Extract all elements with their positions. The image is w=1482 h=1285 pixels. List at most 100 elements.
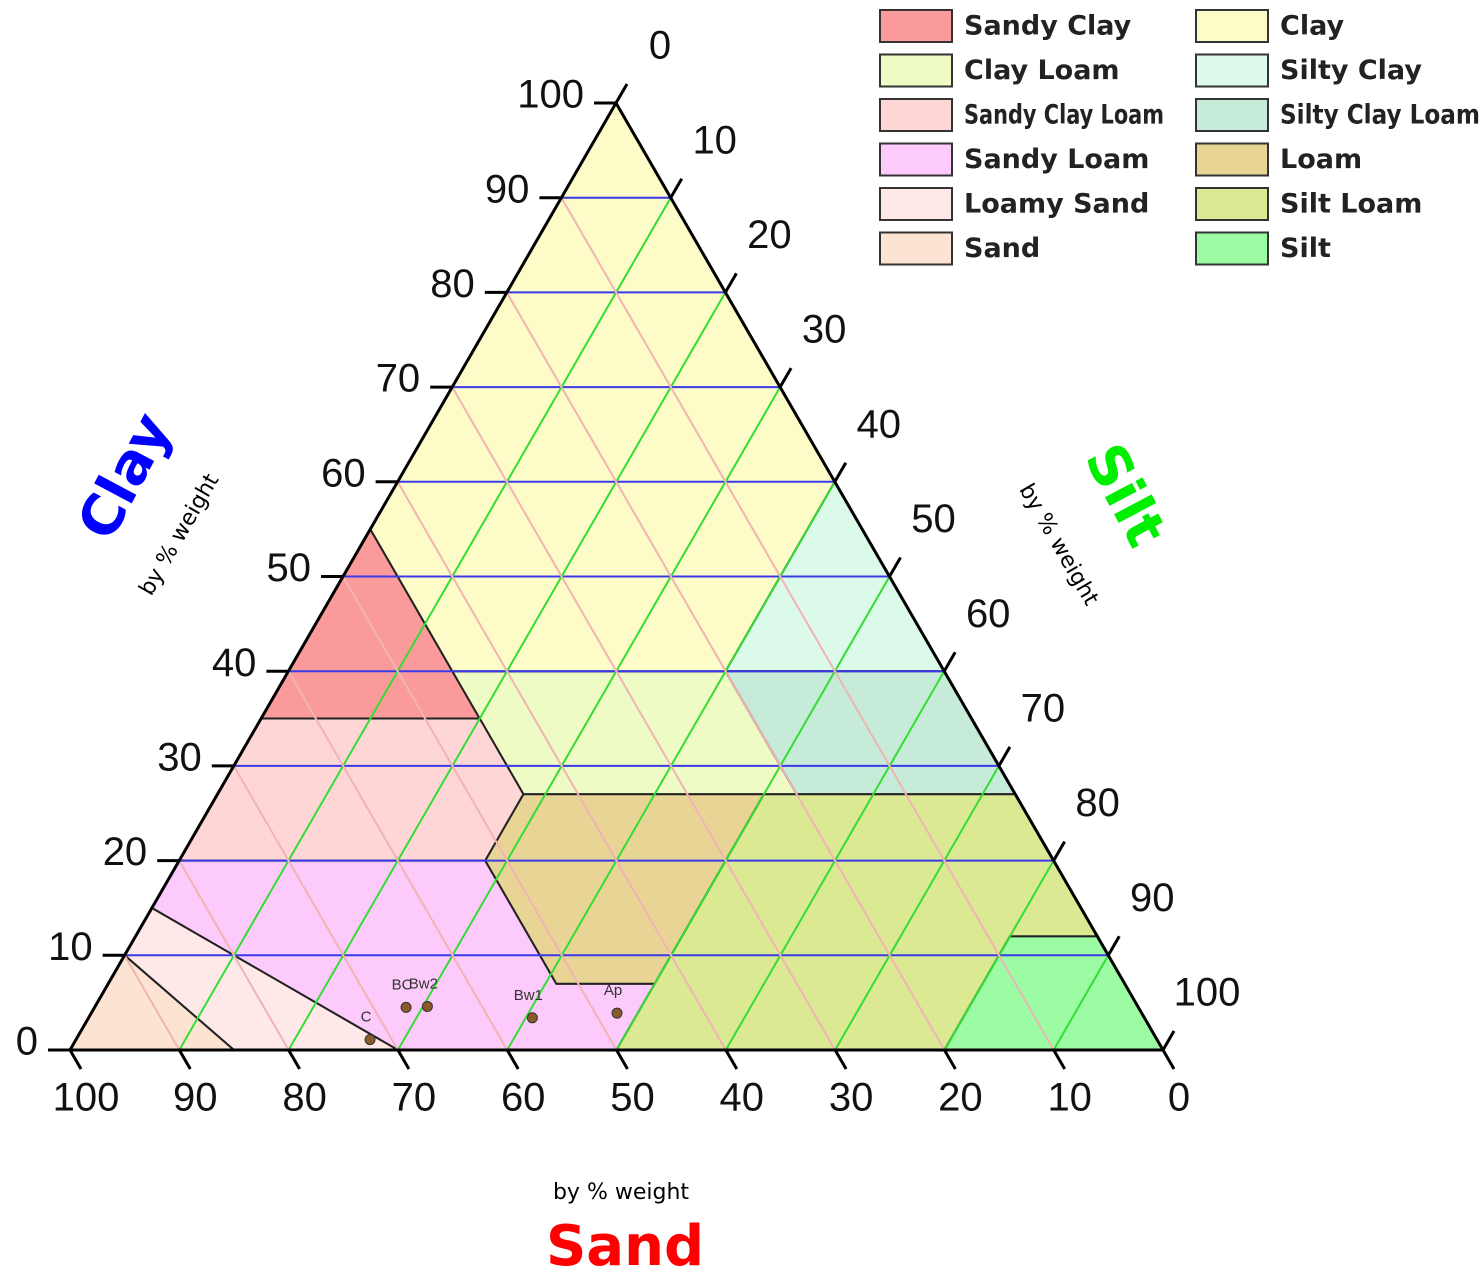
tick-label: 70 xyxy=(376,357,421,401)
sand-subtitle: by % weight xyxy=(553,1180,689,1205)
tick-label: 100 xyxy=(517,73,584,117)
ticks: 0 10 20 30 40 50 60 70 80 90 100 0 10 20 30 40 50 60 70 80 9… xyxy=(16,24,1241,1120)
grid-line xyxy=(178,860,290,1051)
tick-label: 0 xyxy=(649,24,671,68)
tick-mark xyxy=(833,462,848,483)
silt-title: Silt xyxy=(1072,434,1179,558)
tick-label: 40 xyxy=(720,1076,765,1120)
tick-mark xyxy=(178,1049,192,1070)
legend-label: Sandy Clay Loam xyxy=(964,100,1164,131)
tick-label: 20 xyxy=(938,1076,983,1120)
legend-label: Silt xyxy=(1280,233,1331,264)
tick-label: 60 xyxy=(966,592,1011,636)
grid-line xyxy=(397,386,781,1051)
grid-line xyxy=(834,765,1000,1051)
tick-label: 60 xyxy=(501,1076,546,1120)
tick-mark xyxy=(1052,840,1066,862)
grid-line xyxy=(505,291,946,1051)
legend-swatch xyxy=(1195,53,1269,88)
legend-swatch xyxy=(879,142,953,177)
grid-line xyxy=(287,670,509,1051)
tick-label: 50 xyxy=(610,1076,655,1120)
tick-label: 0 xyxy=(1168,1076,1190,1120)
sample-point xyxy=(611,1007,623,1019)
sample-label: Bw2 xyxy=(409,975,438,992)
grid-line xyxy=(560,197,1055,1051)
tick-label: 90 xyxy=(1130,876,1175,920)
tick-mark xyxy=(1052,1049,1066,1070)
sample-point xyxy=(400,1001,412,1013)
tick-label: 80 xyxy=(1075,781,1120,825)
tick-mark xyxy=(833,1049,848,1070)
legend-label: Loam xyxy=(1280,144,1362,175)
grid-line xyxy=(615,576,891,1051)
sample-label: Bw1 xyxy=(514,987,543,1004)
tick-label: 30 xyxy=(157,735,202,779)
silt-subtitle: by % weight xyxy=(1014,480,1104,611)
tick-label: 70 xyxy=(392,1076,437,1120)
tick-mark xyxy=(505,1049,520,1070)
tick-mark xyxy=(287,1049,301,1070)
tick-label: 10 xyxy=(48,925,93,969)
legend-swatch xyxy=(879,231,953,266)
legend-swatch xyxy=(879,9,953,43)
tick-label: 60 xyxy=(321,451,366,495)
tick-label: 40 xyxy=(212,641,257,685)
tick-label: 20 xyxy=(747,213,792,257)
legend-swatch xyxy=(1195,231,1269,266)
tick-label: 10 xyxy=(1047,1076,1092,1120)
grid-line xyxy=(178,197,672,1051)
tick-mark xyxy=(942,651,957,672)
legend-label: Loamy Sand xyxy=(964,189,1149,220)
legend-swatch xyxy=(879,53,953,88)
sample-label: BC xyxy=(392,976,413,993)
legend-swatch xyxy=(879,187,953,221)
tick-mark xyxy=(724,272,738,294)
sample-point xyxy=(421,1000,433,1012)
grid-line xyxy=(396,481,727,1051)
sample-point xyxy=(364,1034,376,1046)
legend-label: Silty Clay Loam xyxy=(1280,100,1480,131)
tick-label: 70 xyxy=(1021,686,1066,730)
legend-swatch xyxy=(1195,9,1269,43)
tick-mark xyxy=(68,1049,83,1070)
grid-line xyxy=(232,765,399,1051)
clay-title: Clay xyxy=(65,403,185,551)
tick-label: 20 xyxy=(103,830,148,874)
tick-mark xyxy=(724,1049,739,1070)
tick-mark xyxy=(669,177,683,199)
legend-swatch xyxy=(1195,98,1269,132)
tick-mark xyxy=(1161,1030,1176,1051)
tick-label: 50 xyxy=(911,497,956,541)
tick-label: 90 xyxy=(485,167,530,211)
grid-line xyxy=(123,954,181,1051)
tick-mark xyxy=(997,746,1012,767)
tick-label: 40 xyxy=(857,402,902,446)
tick-mark xyxy=(615,1049,629,1070)
legend-label: Sand xyxy=(964,233,1040,264)
tick-label: 90 xyxy=(173,1076,218,1120)
legend-swatch xyxy=(1195,142,1269,177)
tick-label: 0 xyxy=(16,1020,38,1064)
grid xyxy=(123,196,1110,1051)
tick-label: 80 xyxy=(430,262,475,306)
soil-region xyxy=(177,717,525,862)
legend-label: Clay xyxy=(1280,11,1344,42)
tick-mark xyxy=(396,1049,411,1070)
tick-mark xyxy=(888,556,902,578)
grid-line xyxy=(342,575,618,1051)
sample-label: C xyxy=(361,1009,372,1026)
sand-title: Sand xyxy=(546,1214,704,1279)
legend-label: Sandy Loam xyxy=(964,144,1149,175)
tick-label: 100 xyxy=(53,1076,120,1120)
grid-line xyxy=(1052,954,1110,1051)
tick-label: 80 xyxy=(282,1076,327,1120)
tick-label: 30 xyxy=(829,1076,874,1120)
legend-swatch xyxy=(1195,187,1269,221)
legend-label: Clay Loam xyxy=(964,55,1120,86)
legend: Sandy Clay Clay Loam Sandy Clay Loam Sandy … xyxy=(879,9,1480,266)
tick-mark xyxy=(1107,935,1121,957)
sample-label: Ap xyxy=(604,982,622,999)
